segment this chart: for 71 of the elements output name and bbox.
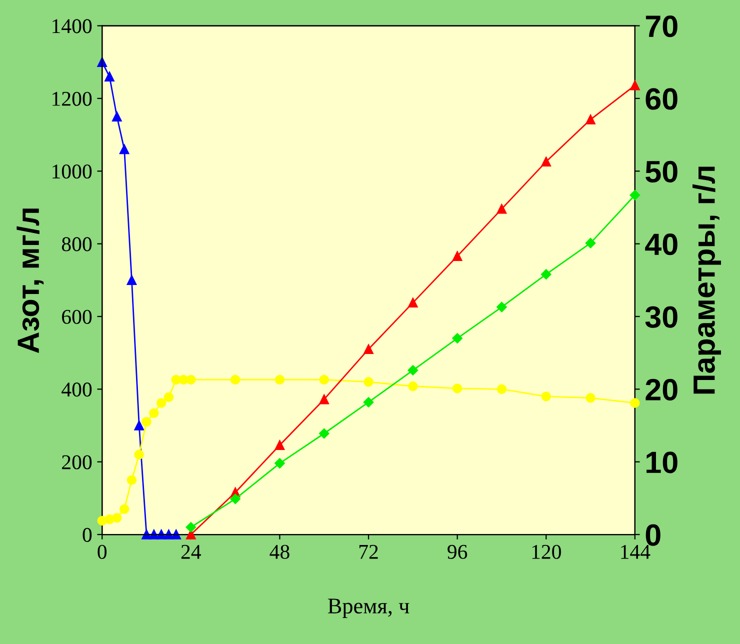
y2-tick-label: 20	[646, 378, 678, 401]
point	[112, 112, 122, 122]
x-tick-label: 24	[181, 544, 202, 559]
y2-tick-label: 30	[645, 306, 678, 328]
x-tick-label: 120	[532, 544, 561, 559]
point	[319, 428, 330, 439]
point	[230, 374, 240, 385]
point	[364, 344, 374, 354]
y2-tick-label: 60	[646, 88, 678, 110]
y2-tick-label: 50	[646, 160, 678, 182]
y2-tick-label: 10	[646, 452, 678, 474]
y-axis-title: Азот, мг/л	[16, 208, 44, 354]
point	[541, 156, 551, 167]
point	[586, 114, 596, 124]
x-tick-label: 144	[621, 544, 650, 559]
point	[364, 377, 374, 387]
point	[496, 204, 507, 214]
point	[452, 384, 462, 394]
point	[156, 398, 166, 408]
point	[452, 333, 462, 344]
point	[112, 512, 122, 523]
x-axis-title: Время, ч	[328, 598, 410, 618]
point	[119, 144, 130, 154]
point	[149, 408, 159, 418]
y2-tick-label: 70	[646, 15, 678, 38]
point	[630, 190, 640, 200]
point	[586, 393, 596, 403]
point	[541, 392, 551, 402]
point	[452, 251, 462, 262]
point	[541, 269, 552, 280]
point	[274, 440, 285, 450]
y-tick-label: 400	[62, 382, 92, 397]
point	[164, 392, 174, 402]
point	[186, 522, 196, 532]
point	[496, 384, 507, 394]
y-tick-label: 800	[62, 237, 92, 252]
point	[274, 458, 285, 468]
y-tick-label: 0	[82, 528, 92, 542]
point	[408, 298, 418, 308]
y2-axis-title: Параметры, г/л	[692, 166, 721, 394]
x-tick-label: 96	[448, 544, 468, 559]
point	[363, 397, 374, 408]
point	[630, 80, 640, 90]
y-tick-label: 200	[62, 455, 92, 470]
x-tick-label: 72	[359, 544, 378, 559]
point	[630, 398, 640, 408]
point	[496, 302, 507, 312]
y-tick-label: 1000	[52, 164, 92, 179]
y-tick-label: 600	[62, 310, 92, 324]
point	[230, 494, 240, 504]
point	[274, 374, 285, 385]
point	[408, 365, 418, 376]
point	[142, 417, 152, 427]
x-tick-label: 0	[98, 544, 107, 559]
point	[126, 475, 137, 485]
point	[319, 394, 329, 404]
point	[126, 275, 137, 285]
point	[408, 381, 418, 392]
y2-tick-label: 40	[645, 234, 678, 256]
point	[104, 72, 114, 82]
point	[186, 530, 196, 540]
x-tick-label: 48	[270, 544, 290, 559]
point	[171, 530, 181, 540]
point	[134, 450, 144, 460]
point	[585, 238, 596, 248]
point	[319, 374, 329, 385]
point	[186, 374, 196, 385]
y-tick-label: 1400	[52, 19, 92, 34]
point	[119, 504, 130, 514]
y-tick-label: 1200	[52, 92, 92, 106]
point	[134, 420, 144, 430]
